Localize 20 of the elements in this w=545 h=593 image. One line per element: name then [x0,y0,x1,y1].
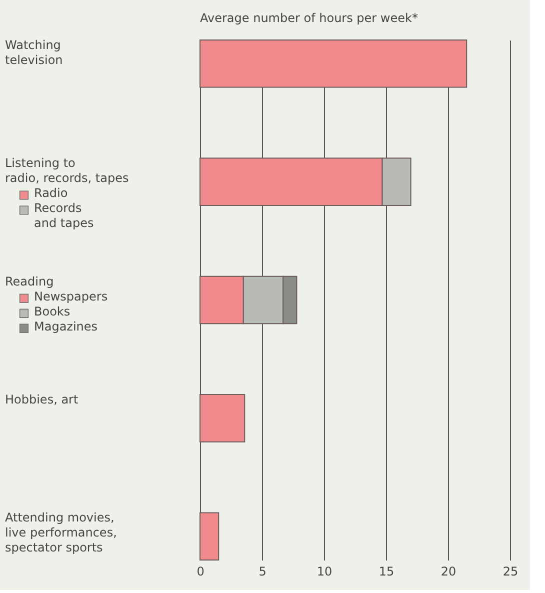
x-tick-label: 0 [196,564,204,578]
y-tick-label: Watching television [5,38,63,67]
y-tick-label: Attending movies, live performances, spectator sports [5,510,117,555]
x-axis-title: Average number of hours per week* [200,11,418,25]
bar [200,394,246,442]
y-tick-label: Hobbies, art [5,392,78,407]
bar [200,512,220,560]
bar [200,40,468,88]
legend-label: Radio [34,186,68,200]
x-tick-label: 15 [378,564,394,578]
legend-label: Newspapers [34,289,108,304]
x-tick-label: 5 [258,564,266,578]
legend-label: Magazines [34,319,98,334]
y-tick-label: Reading [5,274,54,288]
x-tick-label: 20 [440,564,456,578]
legend-label: Records and tapes [34,201,94,230]
y-tick-label: Listening to radio, records, tapes [5,156,129,186]
x-tick-label: 10 [316,564,332,578]
x-tick-label: 25 [502,564,518,578]
legend-label: Books [34,304,70,318]
